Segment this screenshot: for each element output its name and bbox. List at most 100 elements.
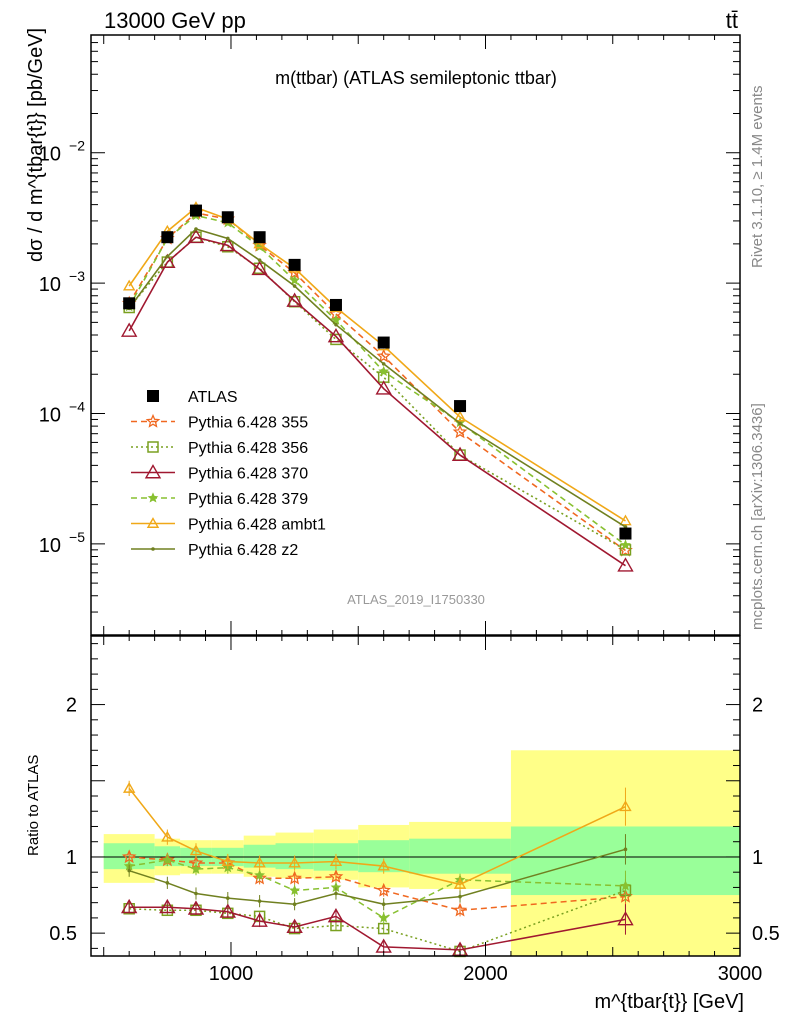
main-point-5-1 — [165, 254, 170, 259]
main-point-4-4 — [253, 237, 266, 249]
data-point-2 — [189, 204, 202, 217]
ratio-line-5 — [128, 848, 626, 905]
ratio-point-3-1 — [161, 854, 173, 865]
ratio-tick-label-left-0: 0.5 — [49, 923, 77, 945]
ratio-point-3-2 — [190, 863, 202, 874]
ratio-line-3 — [129, 859, 626, 919]
y-tick-exp-2: −3 — [69, 268, 85, 284]
data-point-4 — [253, 231, 266, 244]
ratio-point-5-2 — [194, 891, 198, 896]
main-line-0 — [128, 212, 626, 552]
ratio-y-axis-label: Ratio to ATLAS — [25, 755, 42, 856]
y-tick-label-2: 10 — [39, 274, 61, 296]
ratio-point-2-5 — [286, 918, 303, 933]
main-point-0-8 — [452, 424, 468, 439]
main-line-5 — [128, 228, 626, 528]
x-axis-label: m^{tbar{t}} [GeV] — [595, 991, 744, 1013]
main-point-0-7 — [376, 348, 391, 363]
ratio-point-4-6 — [329, 855, 343, 866]
ratio-point-4-2 — [189, 844, 203, 856]
ratio-point-4-7 — [377, 859, 390, 871]
legend-label-data: ATLAS — [188, 389, 238, 406]
ratio-point-5-4 — [257, 899, 262, 903]
y-tick-exp-3: −2 — [69, 138, 85, 154]
ratio-point-5-8 — [458, 894, 462, 899]
main-point-3-6 — [330, 314, 342, 325]
ratio-point-4-4 — [253, 856, 266, 868]
ratio-point-2-4 — [251, 912, 268, 927]
main-point-2-7 — [375, 380, 392, 395]
ratio-point-5-5 — [292, 902, 297, 906]
ratio-tick-label-right-2: 2 — [752, 695, 763, 717]
y-tick-label-3: 10 — [39, 144, 61, 166]
data-point-0 — [123, 297, 136, 310]
ratio-point-5-7 — [381, 902, 386, 906]
x-tick-label-2000: 2000 — [463, 963, 508, 985]
x-tick-label-3000: 3000 — [718, 963, 763, 985]
legend-label-2: Pythia 6.428 370 — [188, 466, 308, 483]
ratio-point-0-8 — [452, 902, 468, 917]
y-tick-label-1: 10 — [39, 404, 61, 426]
main-point-5-7 — [381, 362, 386, 366]
main-point-3-7 — [378, 365, 390, 377]
y-tick-label-0: 10 — [39, 535, 61, 557]
ratio-point-2-0 — [120, 898, 138, 914]
x-tick-label-1000: 1000 — [209, 963, 254, 985]
ratio-line-2 — [129, 906, 626, 951]
main-point-3-5 — [289, 274, 301, 285]
legend-marker-data — [147, 390, 159, 402]
ratio-line-4 — [128, 787, 626, 886]
ratio-point-0-5 — [287, 870, 302, 885]
data-point-1 — [161, 231, 174, 244]
ratio-point-3-4 — [254, 869, 266, 880]
legend-label-0: Pythia 6.428 355 — [188, 415, 308, 432]
mcplots-label: mcplots.cern.ch [arXiv:1306.3436] — [749, 403, 766, 630]
analysis-label: ATLAS_2019_I1750330 — [347, 592, 485, 607]
y-tick-exp-0: −5 — [69, 529, 85, 545]
data-point-8 — [454, 400, 467, 413]
data-point-5 — [288, 258, 301, 271]
uncertainty-bands — [103, 750, 740, 956]
ratio-point-2-3 — [219, 903, 237, 918]
main-point-3-9 — [620, 539, 631, 550]
ratio-point-0-7 — [376, 882, 392, 897]
ratio-point-4-3 — [221, 855, 235, 866]
main-point-4-0 — [122, 279, 136, 291]
ratio-point-2-9 — [617, 911, 634, 926]
main-point-2-2 — [187, 228, 205, 244]
main-point-2-8 — [451, 446, 469, 462]
ratio-point-3-7 — [378, 912, 390, 923]
ratio-point-2-2 — [187, 900, 205, 915]
data-point-9 — [619, 527, 632, 540]
main-point-4-9 — [619, 514, 632, 526]
legend-label-4: Pythia 6.428 ambt1 — [188, 517, 326, 534]
data-point-3 — [221, 211, 234, 224]
main-line-3 — [128, 214, 626, 546]
plot-title: m(ttbar) (ATLAS semileptonic ttbar) — [275, 68, 557, 88]
ratio-tick-label-left-1: 1 — [66, 847, 77, 869]
axes: 1000 2000 3000 10 −5 10 −4 10 −3 10 −2 0.5 0.5 1 1 2 2 — [39, 34, 780, 985]
ratio-point-5-1 — [165, 881, 170, 885]
energy-label: 13000 GeV pp — [104, 8, 246, 33]
ratio-point-5-6 — [334, 891, 338, 896]
ratio-point-0-0 — [121, 849, 137, 864]
ratio-line-1 — [129, 889, 626, 953]
main-point-5-4 — [257, 258, 262, 262]
ratio-tick-label-right-0: 0.5 — [752, 923, 780, 945]
ratio-point-4-1 — [161, 830, 174, 842]
ratio-point-0-6 — [328, 869, 344, 883]
ratio-point-5-0 — [127, 868, 131, 873]
ratio-point-5-3 — [225, 896, 230, 900]
data-point-7 — [377, 336, 390, 349]
ratio-series — [120, 780, 634, 958]
main-point-5-3 — [225, 236, 230, 241]
legend-marker-0 — [145, 413, 161, 428]
ratio-point-3-5 — [289, 884, 301, 896]
ratio-point-4-5 — [288, 856, 301, 868]
ratio-point-5-9 — [623, 847, 628, 852]
legend-label-5: Pythia 6.428 z2 — [188, 542, 298, 559]
main-point-4-8 — [453, 410, 467, 422]
legend-marker-2 — [144, 464, 162, 479]
ratio-point-2-6 — [327, 907, 345, 923]
